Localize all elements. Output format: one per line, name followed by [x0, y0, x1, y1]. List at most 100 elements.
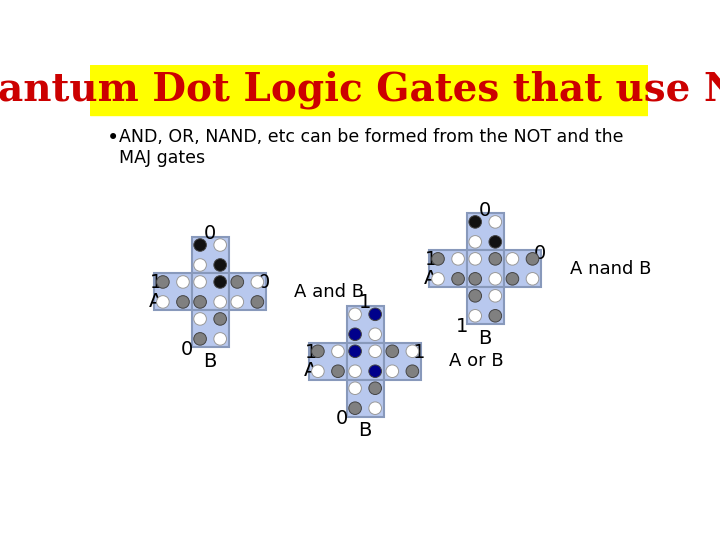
- Circle shape: [506, 273, 518, 285]
- Circle shape: [348, 402, 361, 415]
- Circle shape: [214, 259, 227, 271]
- Text: 0: 0: [479, 200, 491, 220]
- Circle shape: [194, 333, 207, 345]
- Circle shape: [386, 345, 399, 357]
- Text: B: B: [359, 421, 372, 440]
- Circle shape: [369, 328, 382, 341]
- Circle shape: [194, 313, 207, 325]
- Circle shape: [332, 345, 344, 357]
- Circle shape: [214, 276, 227, 288]
- Text: A: A: [424, 268, 437, 288]
- Circle shape: [406, 365, 419, 377]
- Circle shape: [386, 365, 399, 377]
- Text: A: A: [149, 292, 162, 310]
- Text: 1: 1: [305, 342, 317, 361]
- Circle shape: [194, 295, 207, 308]
- Bar: [192, 273, 229, 310]
- Circle shape: [506, 253, 518, 265]
- Text: A or B: A or B: [449, 352, 503, 370]
- Circle shape: [176, 295, 189, 308]
- Text: 1: 1: [456, 316, 468, 335]
- Text: Quantum Dot Logic Gates that use NOT: Quantum Dot Logic Gates that use NOT: [0, 71, 720, 109]
- Bar: [310, 343, 346, 380]
- Text: 0: 0: [258, 273, 271, 292]
- Circle shape: [156, 295, 169, 308]
- Circle shape: [469, 235, 482, 248]
- Circle shape: [332, 365, 344, 377]
- Circle shape: [369, 345, 382, 357]
- Circle shape: [348, 382, 361, 395]
- Circle shape: [526, 273, 539, 285]
- Text: 0: 0: [336, 409, 348, 428]
- Bar: [504, 251, 541, 287]
- Circle shape: [214, 313, 227, 325]
- Circle shape: [469, 309, 482, 322]
- Circle shape: [369, 402, 382, 415]
- Circle shape: [451, 273, 464, 285]
- Text: 0: 0: [181, 340, 193, 359]
- Circle shape: [432, 253, 444, 265]
- Circle shape: [194, 259, 207, 271]
- Text: •: •: [107, 128, 120, 148]
- Circle shape: [348, 328, 361, 341]
- Circle shape: [489, 309, 502, 322]
- Circle shape: [432, 273, 444, 285]
- Circle shape: [489, 273, 502, 285]
- Circle shape: [469, 253, 482, 265]
- Circle shape: [469, 215, 482, 228]
- Circle shape: [231, 295, 243, 308]
- Circle shape: [348, 308, 361, 321]
- Text: B: B: [479, 329, 492, 348]
- Text: 1: 1: [413, 342, 426, 361]
- Circle shape: [406, 345, 419, 357]
- Bar: [192, 237, 229, 273]
- Text: B: B: [204, 352, 217, 371]
- Bar: [467, 213, 504, 251]
- Text: 1: 1: [359, 293, 372, 312]
- Circle shape: [469, 289, 482, 302]
- Circle shape: [214, 333, 227, 345]
- Circle shape: [214, 239, 227, 251]
- Circle shape: [312, 345, 324, 357]
- Circle shape: [214, 295, 227, 308]
- Text: A and B: A and B: [294, 283, 364, 301]
- Circle shape: [251, 276, 264, 288]
- Circle shape: [194, 239, 207, 251]
- Bar: [346, 380, 384, 417]
- Text: 1: 1: [425, 250, 437, 269]
- Text: AND, OR, NAND, etc can be formed from the NOT and the
MAJ gates: AND, OR, NAND, etc can be formed from th…: [120, 128, 624, 167]
- Bar: [384, 343, 421, 380]
- Circle shape: [176, 276, 189, 288]
- Bar: [229, 273, 266, 310]
- Bar: [90, 65, 648, 115]
- Circle shape: [194, 276, 207, 288]
- Text: 0: 0: [204, 224, 216, 242]
- Bar: [467, 287, 504, 325]
- Circle shape: [489, 289, 502, 302]
- Circle shape: [451, 253, 464, 265]
- Text: 0: 0: [534, 244, 546, 263]
- Circle shape: [469, 273, 482, 285]
- Circle shape: [348, 365, 361, 377]
- Bar: [346, 306, 384, 343]
- Circle shape: [231, 276, 243, 288]
- Bar: [429, 251, 467, 287]
- Circle shape: [489, 253, 502, 265]
- Circle shape: [348, 345, 361, 357]
- Circle shape: [312, 365, 324, 377]
- Circle shape: [526, 253, 539, 265]
- Circle shape: [369, 382, 382, 395]
- Circle shape: [489, 215, 502, 228]
- Circle shape: [156, 276, 169, 288]
- Circle shape: [251, 295, 264, 308]
- Circle shape: [369, 308, 382, 321]
- Text: 1: 1: [150, 273, 162, 292]
- Bar: [154, 273, 192, 310]
- Text: A nand B: A nand B: [570, 260, 652, 278]
- Bar: [346, 343, 384, 380]
- Bar: [467, 251, 504, 287]
- Text: A: A: [304, 361, 317, 380]
- Circle shape: [489, 235, 502, 248]
- Circle shape: [369, 365, 382, 377]
- Bar: [192, 310, 229, 347]
